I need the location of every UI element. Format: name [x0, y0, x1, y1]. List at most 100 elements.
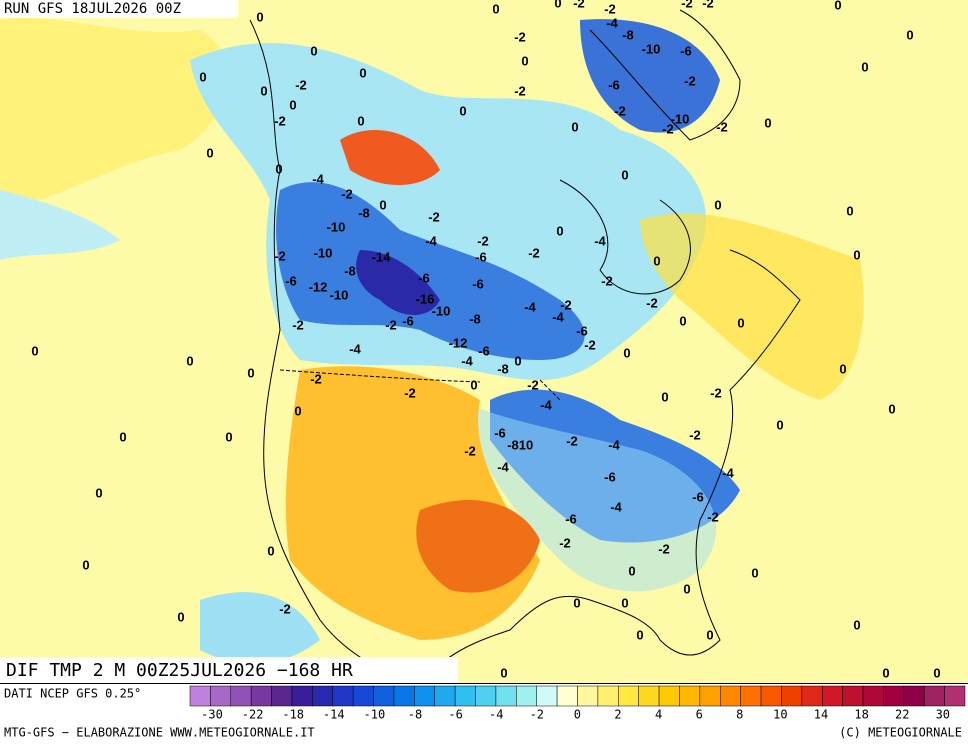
- coastlines: [249, 9, 801, 684]
- contour-label: -2: [527, 377, 539, 392]
- colorbar-swatch: [352, 685, 374, 707]
- contour-label: -2: [584, 337, 596, 352]
- colorbar-tick-label: -8: [408, 708, 422, 722]
- colorbar-swatch: [821, 685, 843, 707]
- contour-label: -2: [295, 77, 307, 92]
- contour-label: 0: [933, 665, 940, 680]
- contour-label: 0: [623, 345, 630, 360]
- contour-label: -6: [418, 270, 430, 285]
- contour-label: 0: [853, 617, 860, 632]
- colorbar-swatch: [679, 685, 701, 707]
- colorbar-swatch: [923, 685, 945, 707]
- contour-label: 0: [359, 65, 366, 80]
- contour-label: -12: [449, 335, 468, 350]
- contour-label: -6: [475, 249, 487, 264]
- contour-label: -4: [610, 499, 622, 514]
- colorbar-swatch: [373, 685, 395, 707]
- contour-label: -4: [497, 459, 509, 474]
- colorbar-swatch: [291, 685, 313, 707]
- field: [356, 250, 440, 315]
- contour-label: -10: [327, 219, 346, 234]
- contour-label: 0: [260, 83, 267, 98]
- contour-label: 0: [379, 197, 386, 212]
- field: [0, 17, 229, 211]
- contour-label: 0: [186, 353, 193, 368]
- colorbar-tick-label: -2: [530, 708, 544, 722]
- colorbar-swatch: [230, 685, 252, 707]
- contour-label: -2: [528, 245, 540, 260]
- contour-label: -2: [404, 385, 416, 400]
- colorbar-swatch: [577, 685, 599, 707]
- contour-label: 0: [636, 627, 643, 642]
- contour-label: -12: [309, 279, 328, 294]
- colorbar-tick-label: 10: [773, 708, 787, 722]
- contour-label: 0: [571, 119, 578, 134]
- contour-label: 0: [459, 103, 466, 118]
- contour-label: -2: [707, 509, 719, 524]
- contour-label: 0: [177, 609, 184, 624]
- contour-label: 0: [556, 223, 563, 238]
- contour-label: -6: [608, 77, 620, 92]
- colorbar-tick-label: 22: [895, 708, 909, 722]
- contour-label: -2: [716, 119, 728, 134]
- colorbar-swatch: [801, 685, 823, 707]
- contour-label: 0: [31, 343, 38, 358]
- colorbar-swatch: [536, 685, 558, 707]
- colorbar-swatch: [271, 685, 293, 707]
- contour-label: -2: [477, 233, 489, 248]
- colorbar-tick-label: -18: [282, 708, 304, 722]
- footer-left: MTG-GFS − ELABORAZIONE WWW.METEOGIORNALE…: [4, 726, 315, 740]
- colorbar-tick-label: -10: [364, 708, 386, 722]
- contour-label: -6: [565, 511, 577, 526]
- contour-label: -2: [614, 103, 626, 118]
- field: [580, 19, 720, 133]
- contour-label: 0: [861, 59, 868, 74]
- colorbar-swatch: [740, 685, 762, 707]
- contour-label: 0: [310, 43, 317, 58]
- contour-label: -2: [464, 443, 476, 458]
- contour-label: -6: [692, 489, 704, 504]
- contour-label: -4: [594, 233, 606, 248]
- colorbar-swatch: [903, 685, 925, 707]
- contour-label: 0: [846, 203, 853, 218]
- contour-label: -14: [372, 249, 392, 264]
- colorbar-tick-label: 14: [814, 708, 828, 722]
- field: [416, 500, 540, 593]
- colorbar-swatch: [189, 685, 211, 707]
- contour-label: 0: [714, 197, 721, 212]
- contour-label: -6: [478, 343, 490, 358]
- colorbar-swatch: [210, 685, 232, 707]
- colorbar-swatch: [516, 685, 537, 707]
- colorbar-swatch: [597, 685, 619, 707]
- colorbar-tick-label: -4: [489, 708, 503, 722]
- colorbar-swatch: [638, 685, 660, 707]
- colorbar-tick-label: 6: [696, 708, 703, 722]
- colorbar-tick-label: -30: [201, 708, 223, 722]
- contour-label: 0: [776, 417, 783, 432]
- contour-label: 0: [834, 0, 841, 12]
- contour-label: -2: [566, 433, 578, 448]
- contour-label: -6: [680, 43, 692, 58]
- contour-label: 0: [500, 665, 507, 680]
- contour-label: -10: [330, 287, 349, 302]
- coastline: [249, 19, 421, 684]
- contour-label: 0: [764, 115, 771, 130]
- coastline: [419, 249, 801, 684]
- field: [640, 213, 864, 400]
- colorbar-swatch: [862, 685, 884, 707]
- field: [200, 592, 320, 664]
- contour-label: 0: [683, 581, 690, 596]
- contour-label: -2: [601, 273, 613, 288]
- contour-label: 0: [294, 403, 301, 418]
- contour-label: 0: [737, 315, 744, 330]
- contour-label: 0: [882, 665, 889, 680]
- contour-label: 0: [470, 377, 477, 392]
- contour-label: -6: [604, 469, 616, 484]
- colorbar-swatch: [312, 685, 334, 707]
- coastline: [559, 179, 691, 295]
- contour-label: -2: [684, 73, 696, 88]
- colorbar-tick-label: 18: [854, 708, 868, 722]
